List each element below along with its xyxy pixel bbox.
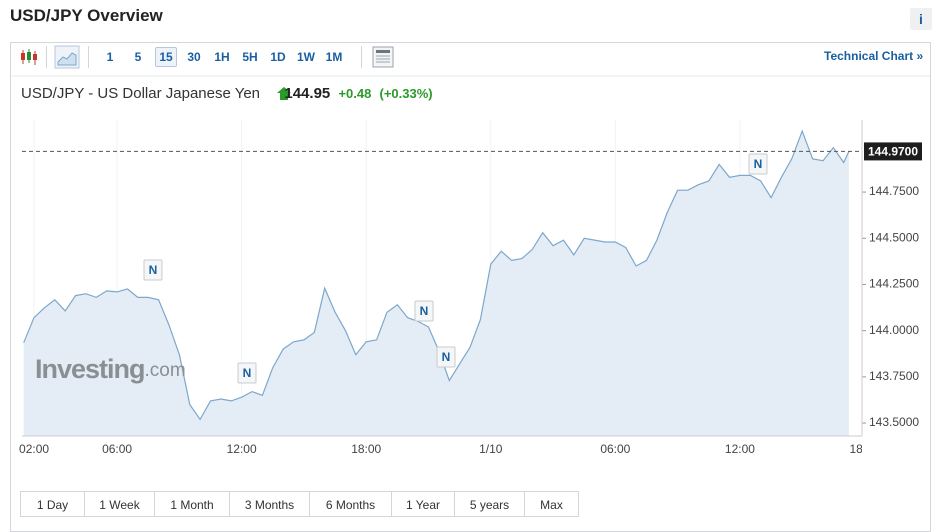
news-marker-label: N — [420, 304, 429, 318]
separator — [88, 46, 89, 68]
news-marker-label: N — [754, 157, 763, 171]
watermark-brand: Investing — [35, 354, 145, 384]
x-tick-label: 06:00 — [600, 442, 630, 456]
range-button[interactable]: 1 Year — [391, 491, 455, 517]
instrument-name: USD/JPY - US Dollar Japanese Yen — [21, 85, 261, 102]
y-tick-label: 143.7500 — [869, 369, 919, 383]
y-tick-label: 144.7500 — [869, 184, 919, 198]
price-change: +0.48 — [338, 86, 372, 101]
page-title: USD/JPY Overview — [10, 6, 163, 25]
area-icon[interactable] — [54, 45, 80, 69]
range-button[interactable]: 3 Months — [229, 491, 310, 517]
range-button[interactable]: 5 years — [454, 491, 525, 517]
interval-button[interactable]: 5 — [134, 50, 142, 64]
watermark: Investing.com — [35, 354, 186, 384]
technical-chart-link[interactable]: Technical Chart » — [824, 49, 924, 63]
interval-button[interactable]: 1 — [106, 50, 114, 64]
x-tick-label: 12:00 — [725, 442, 755, 456]
news-marker — [237, 362, 257, 384]
y-tick-label: 143.5000 — [869, 415, 919, 429]
y-tick-label: 144.2500 — [869, 277, 919, 291]
info-button[interactable]: i — [910, 8, 932, 30]
news-marker-label: N — [243, 366, 252, 380]
interval-button[interactable]: 1M — [325, 50, 343, 64]
interval-button[interactable]: 1D — [270, 50, 286, 64]
separator — [46, 46, 47, 68]
watermark-domain: .com — [145, 360, 186, 381]
area — [23, 131, 849, 436]
x-tick-label: 02:00 — [19, 442, 49, 456]
interval-button[interactable]: 1H — [214, 50, 230, 64]
range-button[interactable]: 1 Month — [154, 491, 230, 517]
news-marker — [436, 346, 456, 368]
last-price-label: 144.9700 — [868, 145, 918, 159]
interval-button[interactable]: 30 — [187, 50, 201, 64]
quote-line: USD/JPY - US Dollar Japanese Yen 144.95 … — [21, 85, 433, 102]
y-tick-label: 144.5000 — [869, 230, 919, 244]
separator — [361, 46, 362, 68]
news-marker — [414, 300, 434, 322]
last-price-box — [864, 142, 922, 161]
news-marker — [143, 259, 163, 281]
x-tick-label: 06:00 — [102, 442, 132, 456]
news-marker-label: N — [442, 350, 451, 364]
news-marker-label: N — [149, 263, 158, 277]
candle-icon[interactable] — [21, 49, 37, 65]
range-button[interactable]: 1 Week — [84, 491, 155, 517]
news-marker — [748, 153, 768, 175]
price-change-percent: (+0.33%) — [379, 86, 433, 101]
range-button[interactable]: 1 Day — [20, 491, 85, 517]
range-button[interactable]: 6 Months — [309, 491, 392, 517]
table-icon[interactable] — [372, 46, 394, 68]
up-arrow — [277, 87, 291, 100]
x-tick-label: 12:00 — [227, 442, 257, 456]
interval-button[interactable]: 1W — [297, 50, 315, 64]
last-price: 144.95 — [284, 85, 331, 102]
interval-button[interactable]: 15 — [155, 47, 177, 67]
x-tick-label: 1/10 — [479, 442, 503, 456]
interval-button[interactable]: 5H — [242, 50, 258, 64]
y-tick-label: 144.0000 — [869, 323, 919, 337]
x-tick-label: 18:00 — [351, 442, 381, 456]
range-button[interactable]: Max — [524, 491, 579, 517]
x-tick-label: 18:00 — [849, 442, 879, 456]
